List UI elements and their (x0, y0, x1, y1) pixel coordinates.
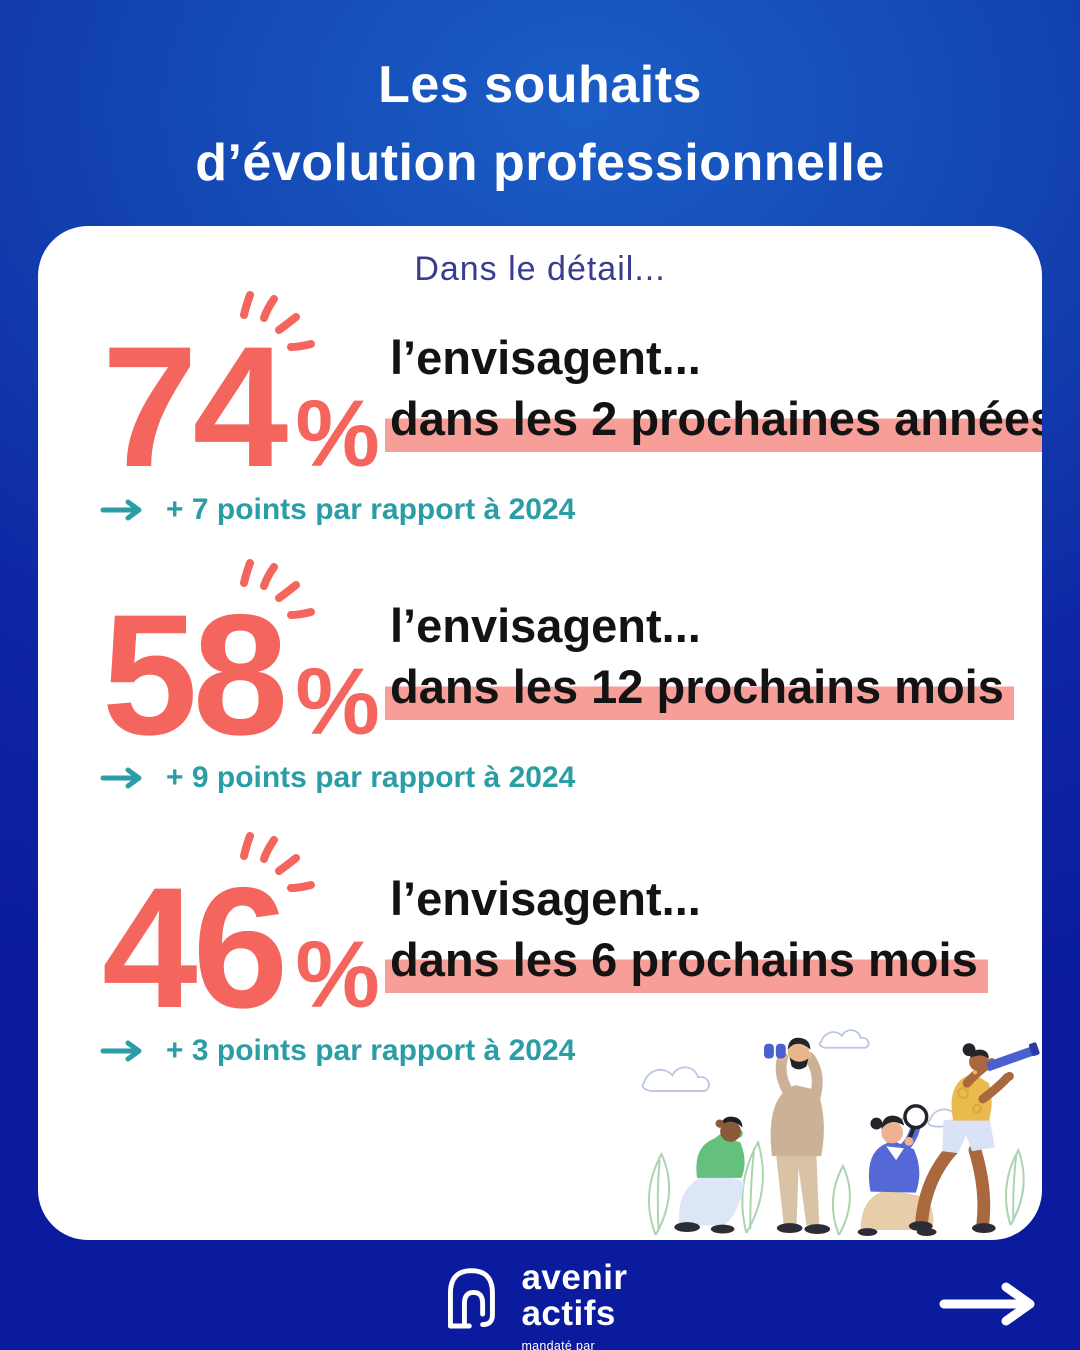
brand-name: avenir actifs (521, 1258, 628, 1333)
percent-sign: % (295, 649, 380, 755)
arrow-right-icon (100, 1040, 142, 1062)
stat-caption-line2: dans les 6 prochains mois (385, 929, 988, 993)
next-arrow-icon[interactable] (936, 1282, 1046, 1326)
stat-caption: l’envisagent... dans les 6 prochains moi… (385, 868, 988, 993)
brand-tagline: mandaté par France compétences (521, 1339, 595, 1350)
detail-card: Dans le détail... 74 % l’envisagent... d… (38, 226, 1042, 1240)
stat-block-12-months: 58 % l’envisagent... dans les 12 prochai… (38, 555, 1042, 847)
burst-icon (240, 832, 315, 892)
card-subtitle: Dans le détail... (414, 250, 666, 288)
stat-percentage: 58 % (102, 589, 380, 761)
page-title-line2: d’évolution professionnelle (195, 134, 885, 192)
stat-value: 58 (102, 579, 288, 771)
stat-note-text: + 3 points par rapport à 2024 (166, 1034, 576, 1067)
percent-sign: % (295, 381, 380, 487)
stat-note-text: + 9 points par rapport à 2024 (166, 761, 576, 794)
stat-value: 46 (102, 852, 288, 1044)
page-title-line1: Les souhaits (378, 56, 702, 114)
stat-caption-line1: l’envisagent... (390, 331, 701, 384)
stat-value: 74 (102, 311, 288, 503)
arrow-right-icon (100, 767, 142, 789)
stat-block-6-months: 46 % l’envisagent... dans les 6 prochain… (38, 828, 1042, 1120)
stat-note: + 9 points par rapport à 2024 (100, 761, 575, 795)
stat-percentage: 74 % (102, 321, 380, 493)
avenir-actifs-logo-icon (447, 1268, 495, 1329)
people-watching-illustration (641, 1029, 1040, 1236)
burst-icon (240, 291, 315, 351)
page-title: Les souhaits d’évolution professionnelle (0, 46, 1080, 202)
stat-note: + 3 points par rapport à 2024 (100, 1034, 575, 1068)
percent-sign: % (295, 922, 380, 1028)
stat-caption-line1: l’envisagent... (390, 872, 701, 925)
stat-caption-line1: l’envisagent... (390, 599, 701, 652)
stat-caption-line2: dans les 12 prochains mois (385, 656, 1014, 720)
stat-caption-line2: dans les 2 prochaines années (385, 388, 1042, 452)
brand-footer: avenir actifs mandaté par France compéte… (436, 1260, 643, 1350)
stat-percentage: 46 % (102, 862, 380, 1034)
stat-caption: l’envisagent... dans les 2 prochaines an… (385, 327, 1042, 452)
brand-text: avenir actifs mandaté par France compéte… (521, 1260, 643, 1350)
arrow-right-icon (100, 499, 142, 521)
stat-caption: l’envisagent... dans les 12 prochains mo… (385, 595, 1014, 720)
stat-note-text: + 7 points par rapport à 2024 (166, 493, 576, 526)
stat-block-2-years: 74 % l’envisagent... dans les 2 prochain… (38, 287, 1042, 579)
stat-note: + 7 points par rapport à 2024 (100, 493, 575, 527)
burst-icon (240, 559, 315, 619)
